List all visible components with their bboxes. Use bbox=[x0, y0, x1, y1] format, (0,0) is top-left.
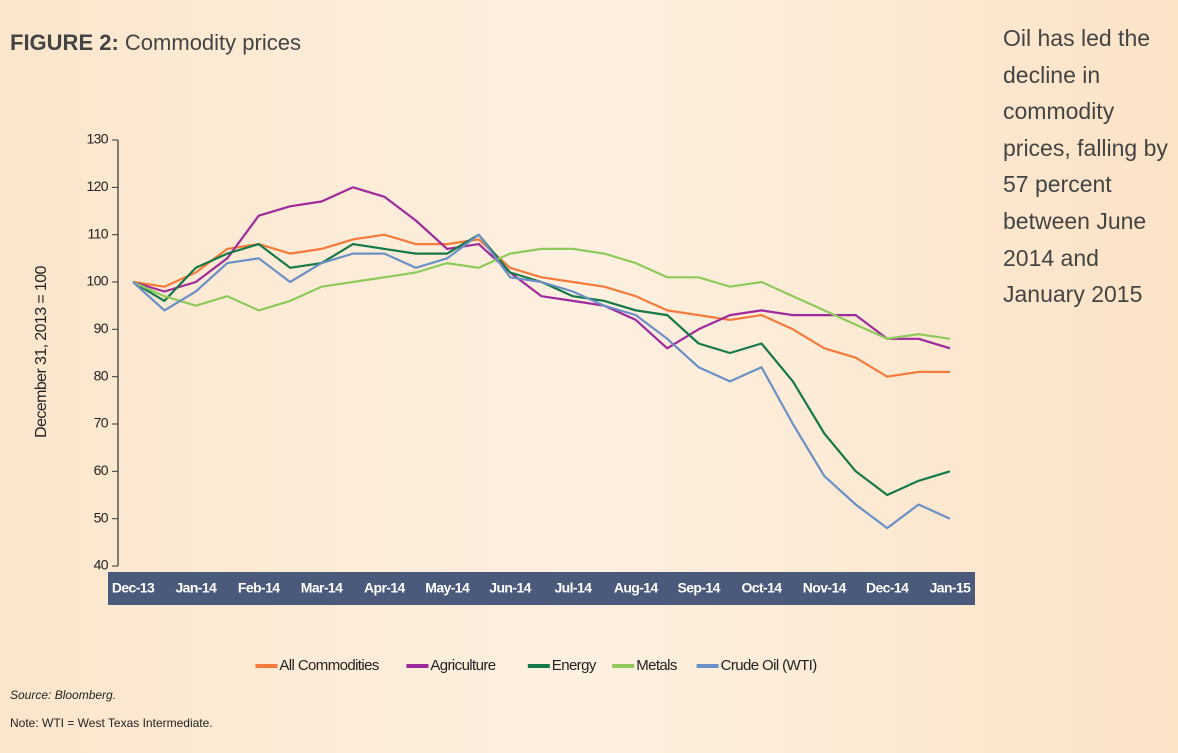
legend-label: All Commodities bbox=[279, 657, 378, 674]
series-line bbox=[132, 233, 951, 530]
x-tick-label: Dec-13 bbox=[112, 580, 155, 596]
y-tick-label: 100 bbox=[86, 273, 108, 289]
legend-label: Agriculture bbox=[430, 657, 495, 674]
x-tick-label: Dec-14 bbox=[866, 580, 909, 596]
legend-label: Metals bbox=[636, 657, 677, 674]
series-line bbox=[132, 233, 950, 378]
y-tick-label: 40 bbox=[94, 557, 109, 573]
y-tick-label: 70 bbox=[94, 415, 109, 431]
x-tick-label: Jun-14 bbox=[489, 580, 531, 596]
x-tick-label: Oct-14 bbox=[741, 580, 782, 596]
y-tick-label: 60 bbox=[94, 462, 109, 478]
side-note: Oil has led the decline in commodity pri… bbox=[1003, 25, 1168, 308]
note: Note: WTI = West Texas Intermediate. bbox=[10, 716, 213, 730]
x-tick-label: Feb-14 bbox=[238, 580, 280, 596]
source: Source: Bloomberg. bbox=[10, 688, 117, 702]
legend-label: Crude Oil (WTI) bbox=[721, 657, 818, 674]
y-tick-label: 130 bbox=[86, 131, 108, 147]
legend-label: Energy bbox=[552, 657, 597, 674]
series-line bbox=[132, 186, 951, 350]
series-line bbox=[132, 247, 951, 340]
series-line bbox=[132, 233, 951, 497]
title: FIGURE 2: Commodity prices bbox=[10, 30, 301, 56]
x-tick-label: May-14 bbox=[425, 580, 470, 596]
y-tick-label: 90 bbox=[94, 320, 109, 336]
y-tick-label: 120 bbox=[86, 178, 108, 194]
x-tick-label: Aug-14 bbox=[614, 580, 659, 596]
x-tick-label: Jan-14 bbox=[175, 580, 217, 596]
x-tick-label: Apr-14 bbox=[364, 580, 406, 596]
y-axis-label: December 31, 2013 = 100 bbox=[33, 265, 50, 437]
x-tick-label: Sep-14 bbox=[677, 580, 720, 596]
y-tick-label: 80 bbox=[94, 367, 109, 383]
y-tick-label: 50 bbox=[94, 509, 109, 525]
y-tick-label: 110 bbox=[87, 225, 108, 241]
x-tick-label: Mar-14 bbox=[301, 580, 343, 596]
x-tick-label: Jul-14 bbox=[554, 580, 592, 596]
x-tick-label: Jan-15 bbox=[930, 580, 972, 596]
chart-title: Commodity prices bbox=[124, 30, 301, 55]
x-axis-band bbox=[108, 572, 975, 605]
x-tick-label: Nov-14 bbox=[803, 580, 847, 596]
figure-label: FIGURE 2: bbox=[10, 30, 119, 55]
